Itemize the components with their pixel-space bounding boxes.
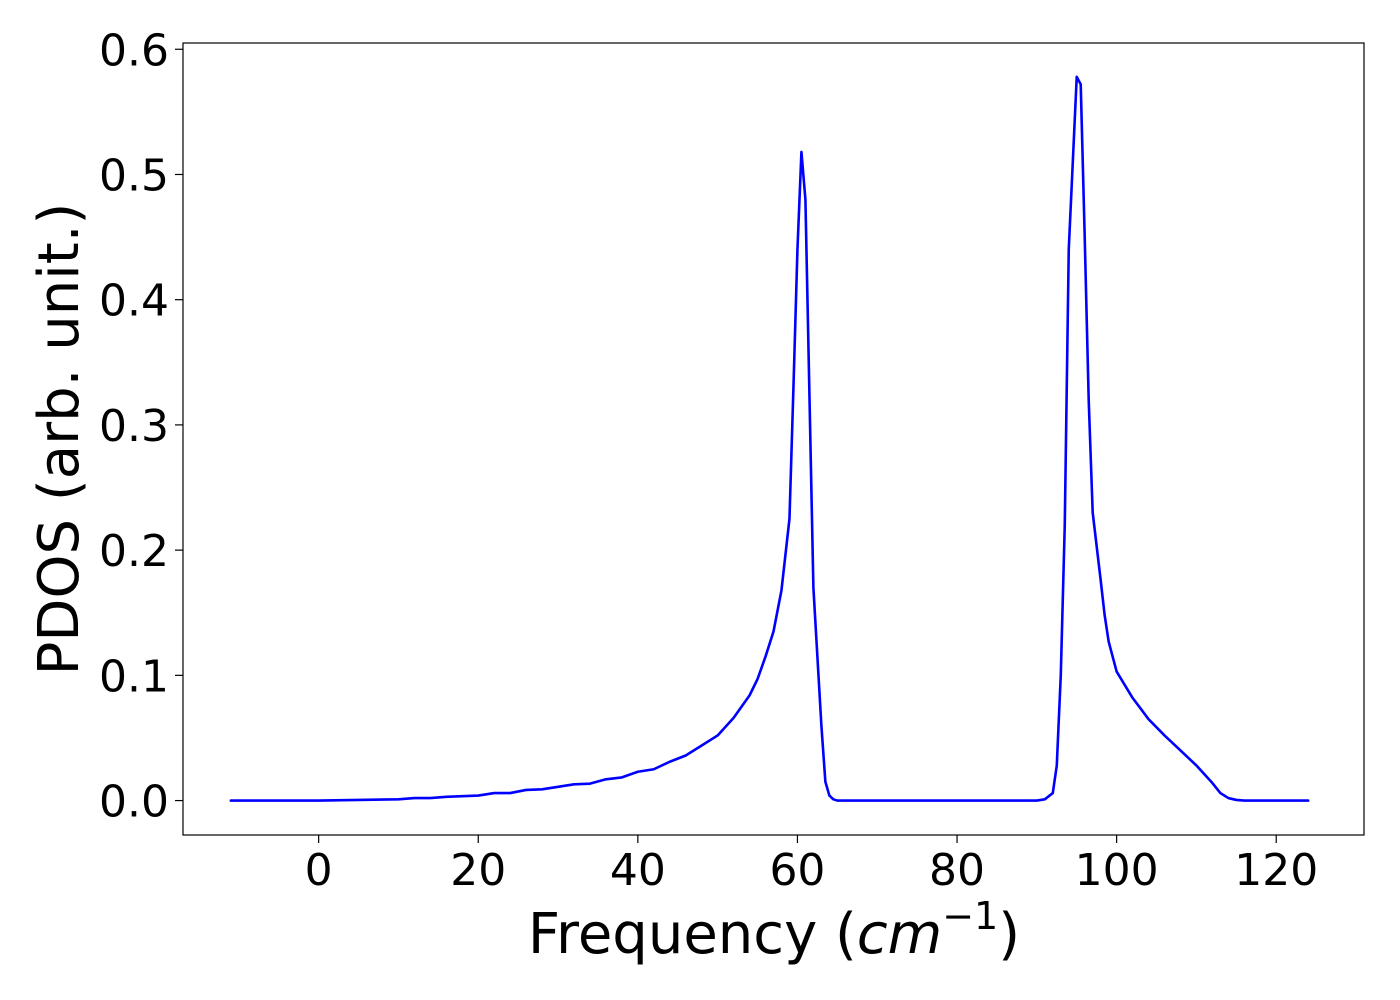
- y-tick-label: 0.3: [99, 401, 169, 452]
- y-tick-label: 0.6: [99, 25, 169, 76]
- plot-area: [182, 42, 1365, 836]
- x-axis-title-unit: cm: [857, 902, 942, 967]
- y-axis: 0.0 0.1 0.2 0.3 0.4 0.5 0.6: [99, 25, 183, 828]
- x-tick-label: 40: [610, 845, 666, 896]
- y-tick-label: 0.4: [99, 276, 169, 327]
- series-line-0: [229, 75, 1310, 802]
- x-axis-title: Frequency (cm−1): [528, 894, 1020, 967]
- y-tick-label: 0.2: [99, 526, 169, 577]
- x-axis-title-exponent: −1: [942, 894, 998, 938]
- x-tick-label: 0: [305, 845, 333, 896]
- plot-frame: [182, 42, 1365, 836]
- x-axis: 0 20 40 60 80 100 120: [305, 835, 1318, 896]
- x-axis-title-suffix: ): [998, 902, 1020, 967]
- x-tick-label: 60: [769, 845, 825, 896]
- y-axis-title: PDOS (arb. unit.): [27, 203, 92, 676]
- x-tick-label: 20: [450, 845, 506, 896]
- y-tick-label: 0.5: [99, 150, 169, 201]
- x-tick-label: 120: [1234, 845, 1318, 896]
- x-axis-title-prefix: Frequency (: [528, 902, 857, 967]
- y-tick-label: 0.0: [99, 777, 169, 828]
- y-tick-label: 0.1: [99, 651, 169, 702]
- x-tick-label: 80: [929, 845, 985, 896]
- x-tick-label: 100: [1075, 845, 1159, 896]
